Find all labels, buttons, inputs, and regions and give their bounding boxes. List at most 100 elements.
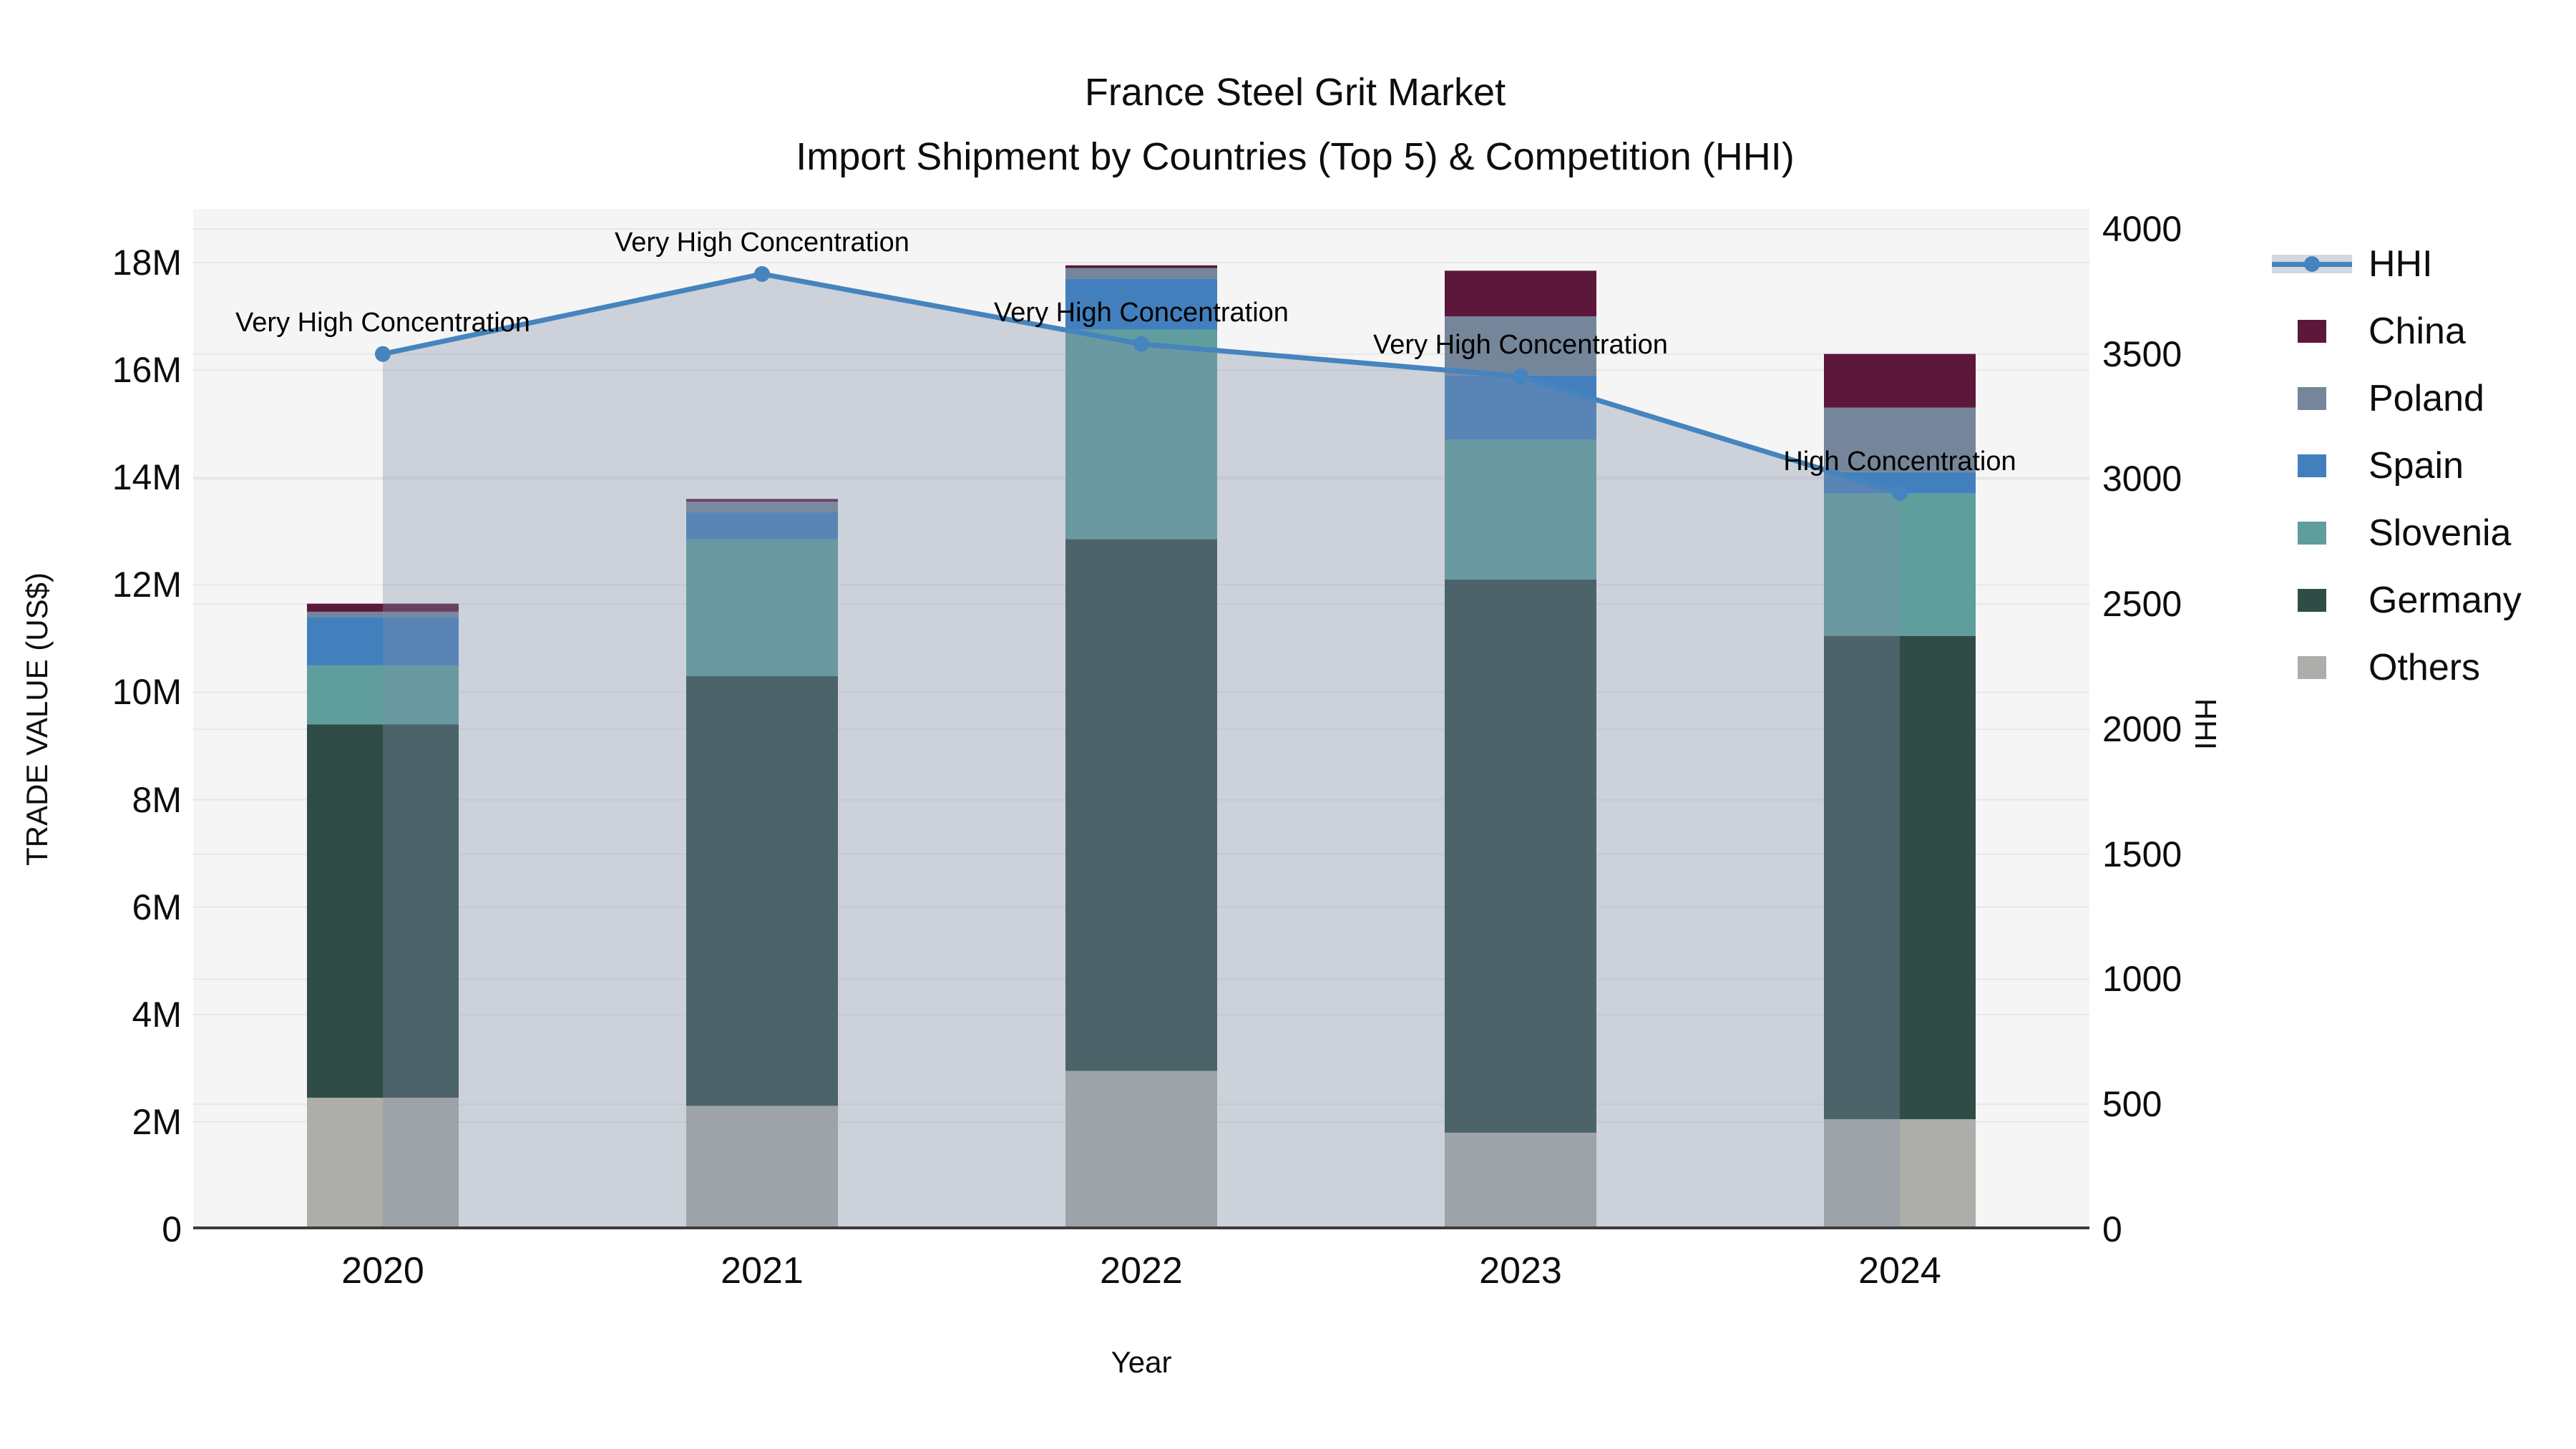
- y-right-tick-4000: 4000: [2102, 208, 2182, 249]
- bar-segment-2021-others[interactable]: [686, 1106, 838, 1229]
- x-tick-2022: 2022: [1100, 1250, 1183, 1292]
- bar-segment-2023-china[interactable]: [1445, 270, 1596, 317]
- bar-segment-2020-slovenia[interactable]: [307, 665, 459, 725]
- legend-label-poland: Poland: [2368, 378, 2484, 419]
- others-swatch: [2298, 656, 2326, 679]
- slovenia-swatch: [2298, 522, 2326, 545]
- bar-segment-2021-slovenia[interactable]: [686, 539, 838, 676]
- bar-segment-2022-poland[interactable]: [1065, 268, 1217, 279]
- y-right-tick-2500: 2500: [2102, 584, 2182, 625]
- legend: HHI China Poland Spain Slovenia Germany Others: [2270, 230, 2522, 701]
- y-right-tick-0: 0: [2102, 1209, 2122, 1249]
- bar-segment-2020-others[interactable]: [307, 1098, 459, 1229]
- legend-label-others: Others: [2368, 647, 2481, 688]
- legend-item-slovenia[interactable]: Slovenia: [2270, 499, 2522, 567]
- others-color-swatch-icon: [2270, 656, 2354, 679]
- chart-title-line2: Import Shipment by Countries (Top 5) & C…: [796, 135, 1795, 178]
- legend-item-germany[interactable]: Germany: [2270, 567, 2522, 634]
- legend-label-china: China: [2368, 311, 2466, 352]
- annotation-2022: Very High Concentration: [994, 297, 1289, 328]
- x-tick-2023: 2023: [1479, 1250, 1562, 1292]
- bar-segment-2020-spain[interactable]: [307, 617, 459, 665]
- x-tick-2024: 2024: [1858, 1250, 1941, 1292]
- y-left-tick-12M: 12M: [112, 565, 182, 605]
- legend-item-hhi[interactable]: HHI: [2270, 230, 2522, 298]
- hhi-marker-2022[interactable]: [1133, 336, 1149, 352]
- legend-label-germany: Germany: [2368, 580, 2522, 621]
- bar-segment-2022-slovenia[interactable]: [1065, 329, 1217, 540]
- x-tick-2020: 2020: [341, 1250, 424, 1292]
- bar-segment-2020-germany[interactable]: [307, 724, 459, 1098]
- y-left-tick-18M: 18M: [112, 243, 182, 283]
- china-swatch: [2298, 320, 2326, 343]
- bar-segment-2020-poland[interactable]: [307, 611, 459, 618]
- bar-segment-2021-germany[interactable]: [686, 675, 838, 1106]
- chart-canvas: [193, 228, 2089, 1229]
- bar-segment-2021-poland[interactable]: [686, 502, 838, 513]
- legend-item-spain[interactable]: Spain: [2270, 432, 2522, 499]
- y-right-tick-3500: 3500: [2102, 333, 2182, 374]
- hhi-marker-swatch: [2304, 256, 2320, 272]
- legend-item-china[interactable]: China: [2270, 298, 2522, 365]
- bar-segment-2023-slovenia[interactable]: [1445, 439, 1596, 580]
- y-left-tick-10M: 10M: [112, 672, 182, 713]
- hhi-line-sample: [2272, 253, 2352, 275]
- bar-segment-2020-china[interactable]: [307, 603, 459, 612]
- legend-label-spain: Spain: [2368, 445, 2464, 487]
- bar-segment-2024-germany[interactable]: [1824, 635, 1976, 1120]
- poland-color-swatch-icon: [2270, 387, 2354, 410]
- legend-label-slovenia: Slovenia: [2368, 512, 2512, 554]
- annotation-2021: Very High Concentration: [615, 227, 909, 258]
- y-left-tick-4M: 4M: [132, 994, 182, 1035]
- y-right-tick-3000: 3000: [2102, 459, 2182, 499]
- bar-segment-2023-poland[interactable]: [1445, 316, 1596, 376]
- china-color-swatch-icon: [2270, 320, 2354, 343]
- bar-segment-2024-poland[interactable]: [1824, 407, 1976, 472]
- y-right-tick-1500: 1500: [2102, 834, 2182, 874]
- hhi-marker-2024[interactable]: [1892, 484, 1908, 501]
- bar-segment-2022-germany[interactable]: [1065, 539, 1217, 1071]
- bar-segment-2022-spain[interactable]: [1065, 278, 1217, 330]
- slovenia-color-swatch-icon: [2270, 522, 2354, 545]
- y-left-tick-8M: 8M: [132, 779, 182, 820]
- chart-title-line1: France Steel Grit Market: [1084, 71, 1506, 114]
- bar-segment-2022-china[interactable]: [1065, 265, 1217, 268]
- y-right-tick-2000: 2000: [2102, 708, 2182, 749]
- bar-segment-2023-others[interactable]: [1445, 1132, 1596, 1229]
- annotation-2020: Very High Concentration: [235, 307, 530, 338]
- legend-label-hhi: HHI: [2368, 243, 2433, 285]
- y-right-tick-500: 500: [2102, 1084, 2162, 1125]
- hhi-area-fill: [383, 273, 1900, 1229]
- germany-swatch: [2298, 589, 2326, 612]
- germany-color-swatch-icon: [2270, 589, 2354, 612]
- annotation-2024: High Concentration: [1783, 446, 2016, 477]
- y-left-tick-2M: 2M: [132, 1101, 182, 1142]
- bar-segment-2021-spain[interactable]: [686, 512, 838, 540]
- hhi-marker-2020[interactable]: [375, 346, 391, 362]
- hhi-marker-2023[interactable]: [1513, 369, 1528, 385]
- hhi-line-swatch-icon: [2270, 253, 2354, 275]
- hhi-marker-2021[interactable]: [754, 265, 770, 282]
- annotation-2023: Very High Concentration: [1373, 330, 1668, 361]
- x-tick-2021: 2021: [721, 1250, 804, 1292]
- bar-segment-2023-spain[interactable]: [1445, 375, 1596, 440]
- poland-swatch: [2298, 387, 2326, 410]
- bar-segment-2022-others[interactable]: [1065, 1070, 1217, 1229]
- spain-color-swatch-icon: [2270, 454, 2354, 477]
- legend-item-poland[interactable]: Poland: [2270, 365, 2522, 432]
- bar-segment-2024-china[interactable]: [1824, 353, 1976, 408]
- bar-segment-2024-others[interactable]: [1824, 1119, 1976, 1229]
- spain-swatch: [2298, 454, 2326, 477]
- bar-segment-2023-germany[interactable]: [1445, 579, 1596, 1133]
- y-left-tick-6M: 6M: [132, 887, 182, 927]
- y-axis-left-title: TRADE VALUE (US$): [20, 572, 54, 866]
- y-left-tick-0: 0: [162, 1209, 182, 1249]
- plot-area: [193, 209, 2089, 1229]
- bar-segment-2024-slovenia[interactable]: [1824, 493, 1976, 636]
- y-axis-right-title: HHI: [2189, 698, 2223, 751]
- y-left-tick-14M: 14M: [112, 457, 182, 498]
- legend-item-others[interactable]: Others: [2270, 634, 2522, 701]
- x-axis-title: Year: [1111, 1345, 1172, 1379]
- bar-segment-2021-china[interactable]: [686, 499, 838, 502]
